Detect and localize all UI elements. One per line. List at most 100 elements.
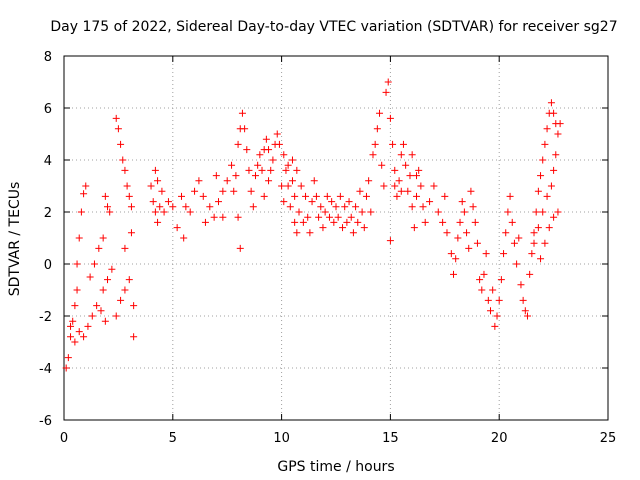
data-point: [486, 307, 494, 315]
data-point: [180, 234, 188, 242]
data-point: [430, 182, 438, 190]
data-point: [249, 203, 257, 211]
data-point: [304, 213, 312, 221]
data-point: [345, 198, 353, 206]
y-tick-label: 2: [44, 206, 52, 221]
data-point: [234, 140, 242, 148]
data-point: [456, 218, 464, 226]
data-point: [484, 296, 492, 304]
data-point: [149, 198, 157, 206]
data-point: [471, 218, 479, 226]
data-point: [349, 229, 357, 237]
data-point: [491, 322, 499, 330]
data-point: [291, 192, 299, 200]
data-point: [64, 354, 72, 362]
x-tick-label: 0: [60, 431, 68, 446]
data-point: [556, 120, 564, 128]
data-point: [97, 307, 105, 315]
data-point: [550, 213, 558, 221]
data-point: [228, 161, 236, 169]
data-point: [380, 182, 388, 190]
data-point: [206, 203, 214, 211]
data-point: [467, 187, 475, 195]
data-point: [521, 307, 529, 315]
data-point: [530, 229, 538, 237]
data-point: [473, 239, 481, 247]
data-point: [80, 190, 88, 198]
data-point: [413, 192, 421, 200]
data-point: [230, 187, 238, 195]
data-point: [73, 286, 81, 294]
data-point: [321, 208, 329, 216]
data-point: [325, 213, 333, 221]
data-point: [164, 198, 172, 206]
data-point: [523, 312, 531, 320]
data-point: [339, 224, 347, 232]
data-point: [447, 250, 455, 258]
data-point: [550, 109, 558, 117]
data-point: [125, 276, 133, 284]
data-point: [182, 203, 190, 211]
data-point: [439, 218, 447, 226]
data-point: [399, 140, 407, 148]
data-point: [75, 328, 83, 336]
data-point: [280, 151, 288, 159]
data-point: [373, 125, 381, 133]
data-point: [117, 296, 125, 304]
data-point: [186, 208, 194, 216]
data-point: [547, 182, 555, 190]
data-point: [358, 208, 366, 216]
data-point: [371, 140, 379, 148]
y-tick-label: 6: [44, 102, 52, 117]
y-tick-label: 8: [44, 50, 52, 65]
data-point: [232, 172, 240, 180]
data-point: [127, 203, 135, 211]
data-point: [210, 213, 218, 221]
data-point: [515, 234, 523, 242]
data-point: [147, 182, 155, 190]
data-point: [367, 208, 375, 216]
data-point: [267, 166, 275, 174]
data-point: [77, 208, 85, 216]
data-point: [539, 208, 547, 216]
gridlines: [64, 56, 608, 420]
data-point: [160, 208, 168, 216]
data-point: [121, 166, 129, 174]
data-point: [127, 229, 135, 237]
data-point: [219, 187, 227, 195]
data-point: [402, 161, 410, 169]
data-point: [121, 244, 129, 252]
data-point: [330, 218, 338, 226]
y-tick-label: -4: [39, 362, 52, 377]
y-tick-label: -6: [39, 414, 52, 429]
data-point: [315, 213, 323, 221]
data-point: [543, 192, 551, 200]
data-point: [104, 203, 112, 211]
data-point: [502, 229, 510, 237]
data-point: [156, 203, 164, 211]
data-point: [112, 114, 120, 122]
data-point: [360, 224, 368, 232]
data-point: [343, 218, 351, 226]
data-point: [334, 213, 342, 221]
data-point: [434, 208, 442, 216]
data-point: [391, 166, 399, 174]
data-point: [452, 255, 460, 263]
data-point: [319, 224, 327, 232]
data-point: [284, 182, 292, 190]
data-point: [260, 192, 268, 200]
y-tick-label: 0: [44, 258, 52, 273]
data-point: [265, 177, 273, 185]
x-tick-label: 5: [169, 431, 177, 446]
data-point: [236, 244, 244, 252]
data-point: [376, 109, 384, 117]
data-point: [154, 218, 162, 226]
data-point: [241, 125, 249, 133]
data-point: [554, 130, 562, 138]
data-point: [441, 192, 449, 200]
data-point: [469, 203, 477, 211]
data-point: [173, 224, 181, 232]
data-point: [119, 156, 127, 164]
data-point: [489, 286, 497, 294]
data-point: [513, 260, 521, 268]
